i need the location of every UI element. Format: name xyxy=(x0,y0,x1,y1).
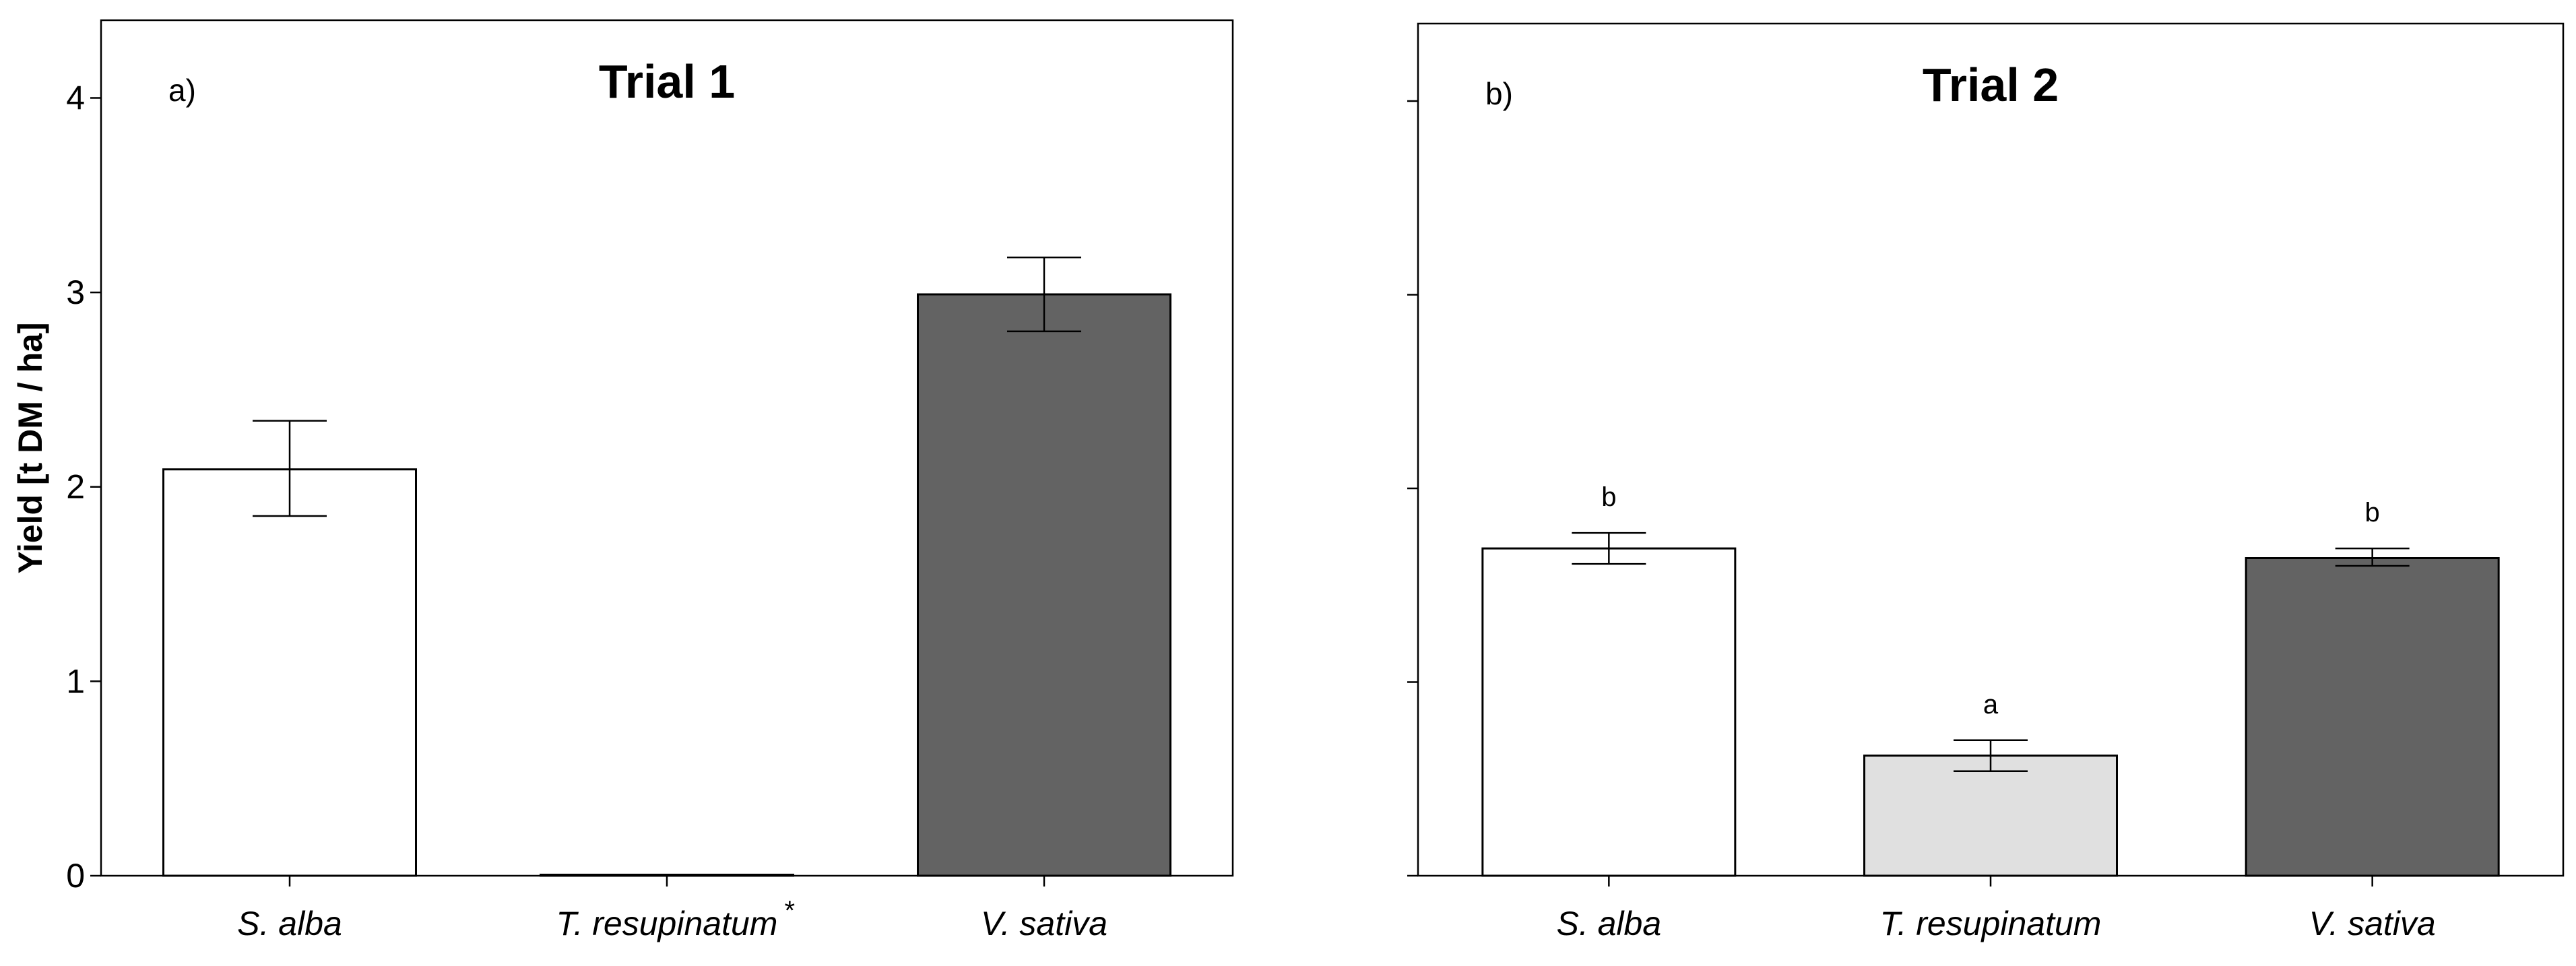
x-category-label: S. alba xyxy=(1556,905,1661,942)
x-category-label: T. resupinatum xyxy=(556,905,778,942)
footnote-mark: * xyxy=(784,896,795,926)
significance-letter: a xyxy=(1983,690,1999,719)
x-category-label: V. sativa xyxy=(981,905,1107,942)
bar xyxy=(162,468,417,877)
bar xyxy=(917,293,1171,877)
y-tick-label: 3 xyxy=(66,273,85,311)
y-tick-label: 1 xyxy=(66,662,85,700)
panel-title: Trial 2 xyxy=(1923,59,2059,111)
panel-title: Trial 1 xyxy=(599,55,735,108)
y-tick-label: 0 xyxy=(66,857,85,895)
bar xyxy=(1481,547,1737,877)
bar xyxy=(2245,557,2500,877)
y-tick-label: 4 xyxy=(66,79,85,117)
x-category-label: V. sativa xyxy=(2309,905,2436,942)
chart-panel-2: b) Trial 2 b S. alba a T. resupinatum b V. sati… xyxy=(1407,22,2565,942)
bar xyxy=(1863,754,2118,877)
chart-panel-1: 0 1 2 3 4 a) Trial 1 S. alba T. resupinatum * V. s… xyxy=(66,19,1234,942)
bar xyxy=(540,874,794,877)
panel-label: b) xyxy=(1485,76,1513,111)
y-tick-label: 2 xyxy=(66,468,85,506)
significance-letter: b xyxy=(1601,482,1616,512)
x-category-label: S. alba xyxy=(237,905,342,942)
panel-label: a) xyxy=(168,73,196,108)
y-axis-title: Yield [t DM / ha] xyxy=(11,322,49,573)
x-category-label: T. resupinatum xyxy=(1880,905,2102,942)
significance-letter: b xyxy=(2365,498,2380,527)
